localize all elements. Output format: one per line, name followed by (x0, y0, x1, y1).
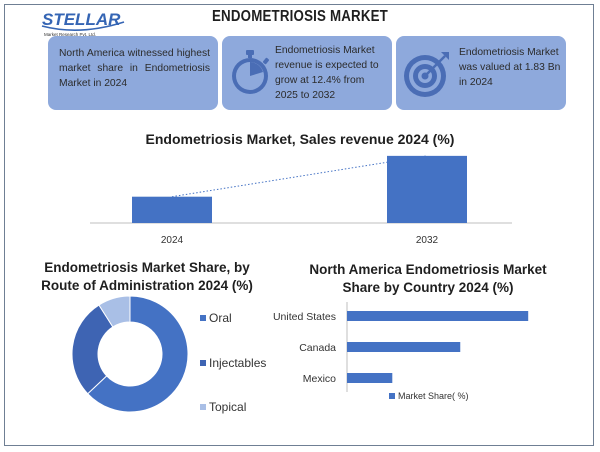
logo-text: STELLAR (42, 10, 121, 29)
legend-label: Topical (209, 400, 246, 414)
legend-swatch (200, 404, 206, 410)
page-frame (4, 4, 594, 446)
legend-swatch (200, 360, 206, 366)
sales-chart-title: Endometriosis Market, Sales revenue 2024… (145, 131, 455, 147)
donut-slice-injectables (71, 304, 114, 395)
bar-canada (347, 342, 461, 352)
stellar-logo: STELLAR Market Research Pvt. Ltd. (41, 10, 125, 37)
info-card-text: Endometriosis Market was valued at 1.83 … (459, 47, 561, 88)
legend-label: Market Share( %) (398, 391, 469, 401)
page-title: ENDOMETRIOSIS MARKET (211, 8, 389, 25)
donut-slice-topical (98, 295, 131, 328)
logo-swoosh (41, 21, 125, 31)
donut-slice-oral (87, 295, 189, 413)
bar-2024 (132, 196, 212, 223)
logo-subtext: Market Research Pvt. Ltd. (44, 32, 96, 37)
legend-swatch (389, 393, 395, 399)
legend-label: Oral (209, 311, 232, 325)
bar-2032 (387, 155, 467, 223)
bar-mexico (347, 373, 393, 383)
info-card-text: North America witnessed highest market s… (59, 48, 210, 89)
legend-swatch (200, 315, 206, 321)
info-card-north-america: North America witnessed highest market s… (48, 36, 218, 110)
y-tick-label: Mexico (303, 373, 336, 385)
info-card-valuation: Endometriosis Market was valued at 1.83 … (396, 36, 566, 110)
bar-united-states (347, 311, 529, 321)
target-icon (404, 52, 449, 97)
country-chart-title-line1: North America Endometriosis Market (309, 262, 547, 277)
x-tick-label: 2024 (161, 235, 184, 246)
y-tick-label: Canada (299, 342, 336, 354)
country-chart-title: North America Endometriosis Market Share… (303, 261, 553, 297)
stopwatch-icon (232, 50, 270, 94)
x-tick-label: 2032 (416, 235, 439, 246)
route-chart-title-line2: Route of Administration 2024 (%) (41, 278, 253, 293)
country-chart-title-line2: Share by Country 2024 (%) (342, 280, 514, 295)
route-chart-title: Endometriosis Market Share, by Route of … (22, 259, 272, 295)
info-card-text: Endometriosis Market revenue is expected… (275, 45, 379, 101)
route-chart-title-line1: Endometriosis Market Share, by (44, 260, 250, 275)
trend-line (171, 155, 428, 198)
info-card-growth: Endometriosis Market revenue is expected… (222, 36, 392, 110)
y-tick-label: United States (273, 311, 336, 323)
legend-label: Injectables (209, 356, 266, 370)
